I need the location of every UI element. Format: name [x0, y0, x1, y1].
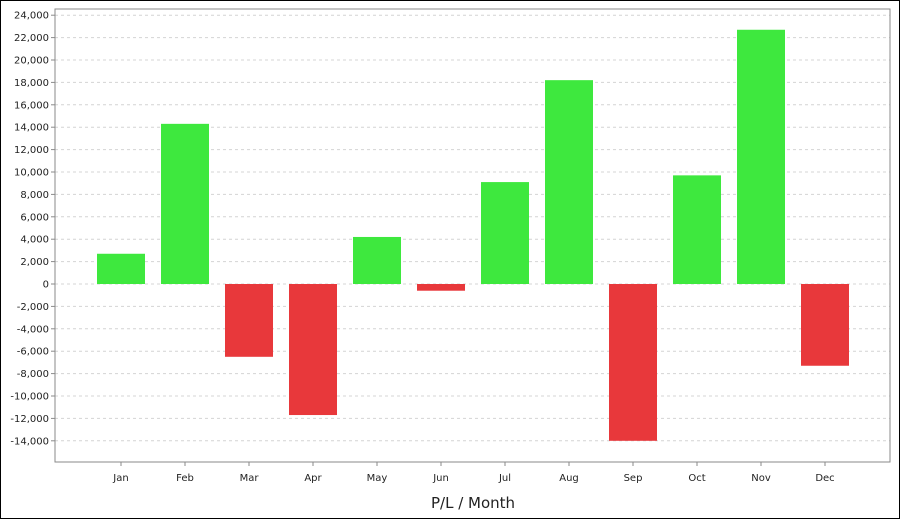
y-tick-label: -4,000	[17, 324, 49, 335]
y-tick-label: 10,000	[14, 168, 49, 179]
x-axis: Jan Feb Mar Apr May Jun Jul Aug Sep Oct Nov Dec	[112, 462, 835, 484]
y-tick-label: 20,000	[14, 56, 49, 67]
x-tick-label: Aug	[559, 473, 579, 484]
y-tick-label: 4,000	[20, 235, 49, 246]
bar-oct	[673, 175, 721, 284]
y-tick-label: 18,000	[14, 78, 49, 89]
y-tick-label: -8,000	[17, 369, 49, 380]
bar-feb	[161, 123, 209, 284]
bar-sep	[609, 284, 657, 441]
x-tick-label: Jun	[432, 473, 449, 484]
y-tick-label: 6,000	[20, 212, 49, 223]
bar-jan	[97, 253, 145, 284]
bar-may	[353, 236, 401, 284]
bar-jun	[417, 284, 465, 291]
x-tick-label: Jan	[112, 473, 128, 484]
bar-jul	[481, 182, 529, 284]
y-axis: 24,000 22,000 20,000 18,000 16,000 14,000 12,0…	[10, 11, 55, 447]
y-tick-label: 0	[43, 280, 49, 291]
y-tick-label: 14,000	[14, 123, 49, 134]
x-tick-label: Mar	[240, 473, 260, 484]
y-tick-label: 2,000	[20, 257, 49, 268]
plot-area	[54, 8, 891, 463]
bar-nov	[737, 29, 785, 285]
y-tick-label: -2,000	[17, 302, 49, 313]
y-tick-label: -12,000	[10, 414, 49, 425]
x-tick-label: Apr	[304, 473, 322, 484]
bar-dec	[801, 284, 849, 366]
y-tick-label: 8,000	[20, 190, 49, 201]
x-axis-label: P/L / Month	[431, 494, 515, 512]
y-tick-label: 12,000	[14, 145, 49, 156]
y-tick-label: 16,000	[14, 100, 49, 111]
y-tick-label: -6,000	[17, 347, 49, 358]
x-tick-label: Nov	[751, 473, 771, 484]
y-tick-label: 22,000	[14, 33, 49, 44]
y-tick-label: 24,000	[14, 11, 49, 22]
x-tick-label: Dec	[815, 473, 834, 484]
bar-apr	[289, 284, 337, 416]
x-tick-label: May	[367, 473, 388, 484]
bar-series	[97, 29, 849, 441]
y-tick-label: -10,000	[10, 392, 49, 403]
x-tick-label: Jul	[498, 473, 511, 484]
x-tick-label: Oct	[688, 473, 705, 484]
bar-mar	[225, 284, 273, 357]
x-tick-label: Feb	[176, 473, 194, 484]
x-tick-label: Sep	[624, 473, 643, 484]
y-tick-label: -14,000	[10, 436, 49, 447]
bar-aug	[545, 80, 593, 284]
